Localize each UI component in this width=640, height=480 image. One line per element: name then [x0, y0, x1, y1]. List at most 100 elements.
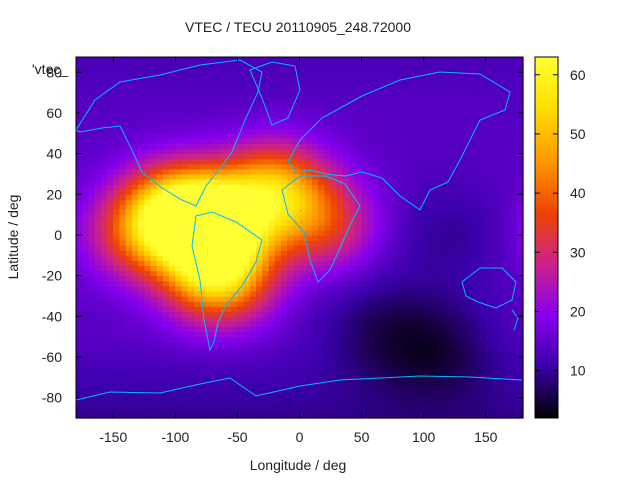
heatmap-cell — [119, 280, 127, 287]
heatmap-cell — [349, 290, 356, 297]
heatmap-cell — [88, 204, 96, 211]
heatmap-cell — [392, 214, 400, 221]
heatmap-cell — [460, 92, 468, 99]
heatmap-cell — [76, 204, 83, 211]
heatmap-cell — [225, 311, 232, 317]
heatmap-cell — [94, 163, 102, 170]
heatmap-cell — [380, 351, 388, 358]
heatmap-cell — [131, 245, 139, 251]
heatmap-cell — [485, 168, 493, 175]
heatmap-cell — [225, 123, 232, 129]
heatmap-cell — [82, 336, 90, 343]
heatmap-cell — [88, 346, 96, 353]
heatmap-cell — [498, 189, 505, 195]
heatmap-cell — [243, 331, 251, 338]
heatmap-cell — [454, 346, 462, 353]
heatmap-cell — [324, 168, 332, 175]
heatmap-cell — [318, 72, 325, 78]
heatmap-cell — [324, 229, 332, 236]
heatmap-cell — [498, 82, 505, 89]
heatmap-cell — [280, 163, 288, 170]
heatmap-cell — [299, 321, 307, 328]
heatmap-cell — [361, 168, 369, 175]
heatmap-cell — [274, 82, 282, 89]
heatmap-cell — [243, 87, 251, 94]
heatmap-cell — [225, 402, 232, 409]
heatmap-cell — [485, 377, 493, 383]
heatmap-cell — [367, 153, 375, 160]
heatmap-cell — [231, 397, 239, 404]
heatmap-cell — [150, 362, 158, 368]
heatmap-cell — [442, 321, 450, 328]
heatmap-cell — [349, 153, 356, 160]
heatmap-cell — [113, 336, 121, 343]
heatmap-cell — [82, 326, 90, 333]
heatmap-cell — [138, 356, 145, 363]
heatmap-cell — [181, 102, 189, 109]
heatmap-cell — [200, 250, 207, 256]
heatmap-cell — [318, 402, 325, 409]
heatmap-cell — [436, 270, 443, 277]
heatmap-cell — [187, 87, 195, 94]
heatmap-cell — [262, 234, 270, 241]
heatmap-cell — [311, 209, 319, 216]
heatmap-cell — [82, 260, 90, 267]
heatmap-cell — [467, 336, 474, 343]
heatmap-cell — [88, 331, 96, 338]
heatmap-cell — [262, 123, 270, 129]
heatmap-cell — [225, 270, 232, 277]
heatmap-cell — [374, 382, 381, 389]
heatmap-cell — [268, 316, 276, 322]
heatmap-cell — [262, 194, 270, 200]
heatmap-cell — [150, 301, 158, 307]
heatmap-cell — [113, 214, 121, 221]
heatmap-cell — [287, 189, 294, 195]
heatmap-cell — [249, 382, 257, 389]
heatmap-cell — [436, 77, 443, 84]
heatmap-cell — [156, 270, 164, 277]
heatmap-cell — [318, 128, 325, 134]
heatmap-cell — [454, 311, 462, 317]
heatmap-cell — [144, 219, 152, 226]
heatmap-cell — [138, 402, 145, 409]
heatmap-cell — [442, 229, 450, 236]
heatmap-cell — [491, 148, 499, 155]
heatmap-cell — [467, 102, 474, 109]
heatmap-cell — [144, 102, 152, 109]
heatmap-cell — [200, 224, 207, 231]
heatmap-cell — [169, 295, 176, 302]
heatmap-cell — [100, 331, 108, 338]
heatmap-cell — [175, 326, 183, 333]
heatmap-cell — [318, 367, 325, 373]
heatmap-cell — [417, 224, 425, 231]
heatmap-cell — [392, 285, 400, 292]
heatmap-cell — [311, 92, 319, 99]
heatmap-cell — [386, 331, 394, 338]
heatmap-cell — [336, 107, 344, 114]
heatmap-cell — [144, 392, 152, 399]
heatmap-cell — [448, 387, 456, 394]
heatmap-cell — [398, 138, 406, 145]
heatmap-cell — [405, 311, 412, 317]
heatmap-cell — [367, 214, 375, 221]
heatmap-cell — [212, 280, 220, 287]
heatmap-cell — [473, 92, 481, 99]
heatmap-cell — [175, 97, 183, 104]
heatmap-cell — [485, 346, 493, 353]
heatmap-cell — [361, 173, 369, 180]
heatmap-cell — [144, 280, 152, 287]
heatmap-cell — [318, 67, 325, 73]
heatmap-cell — [82, 402, 90, 409]
heatmap-cell — [156, 362, 164, 368]
heatmap-cell — [318, 255, 325, 261]
heatmap-cell — [82, 72, 90, 78]
heatmap-cell — [467, 321, 474, 328]
heatmap-cell — [249, 128, 257, 134]
heatmap-cell — [429, 301, 437, 307]
heatmap-cell — [212, 77, 220, 84]
heatmap-cell — [491, 316, 499, 322]
heatmap-cell — [156, 102, 164, 109]
heatmap-cell — [417, 229, 425, 236]
heatmap-cell — [386, 107, 394, 114]
heatmap-cell — [467, 351, 474, 358]
